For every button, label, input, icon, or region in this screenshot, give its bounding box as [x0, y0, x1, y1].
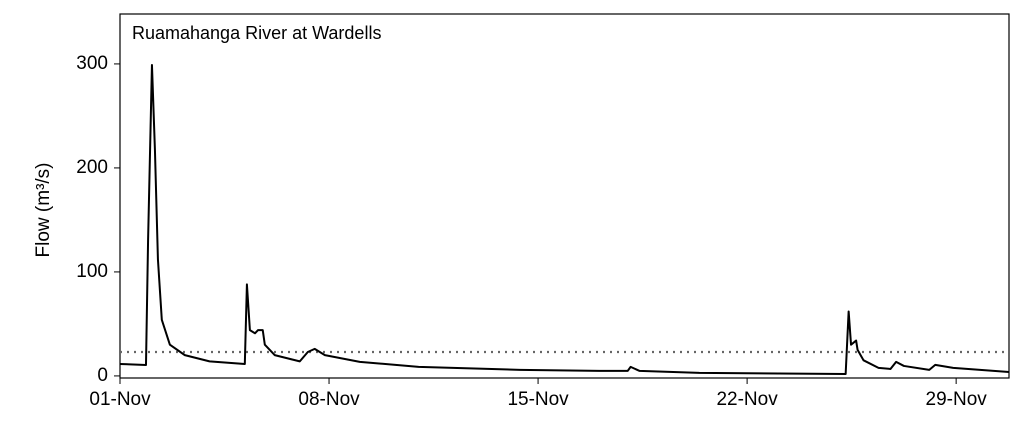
x-tick-label: 01-Nov: [89, 389, 151, 410]
x-tick-label: 22-Nov: [716, 389, 778, 410]
y-tick-label: 300: [76, 53, 108, 74]
y-tick-label: 200: [76, 157, 108, 178]
chart-title: Ruamahanga River at Wardells: [132, 23, 381, 43]
plot-frame: [119, 13, 1010, 379]
x-tick-label: 29-Nov: [926, 389, 988, 410]
y-axis-label: Flow (m³/s): [33, 163, 54, 258]
y-tick-label: 0: [97, 365, 108, 386]
x-tick-label: 08-Nov: [298, 389, 360, 410]
x-tick-label: 15-Nov: [507, 389, 569, 410]
flow-line: [119, 63, 1010, 375]
y-tick-label: 100: [76, 261, 108, 282]
